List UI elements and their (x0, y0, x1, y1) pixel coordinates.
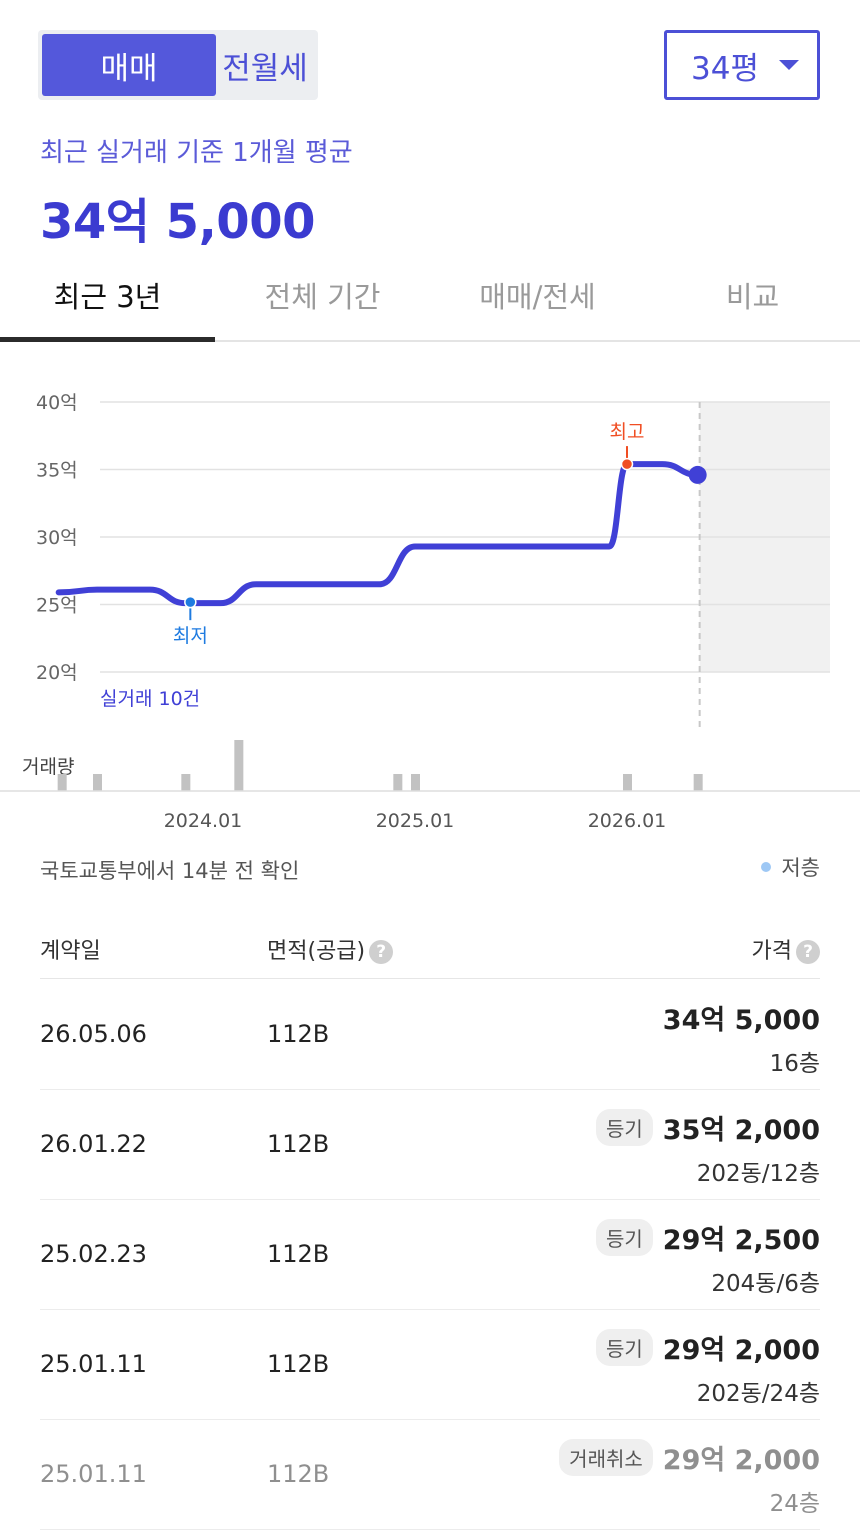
transaction-price: 29억 2,000 (662, 1335, 820, 1366)
x-tick-label: 2026.01 (588, 810, 667, 832)
deal-count-label: 실거래 10건 (100, 688, 200, 710)
current-point-marker[interactable] (688, 465, 707, 484)
deal-type-toggle: 매매 전월세 (38, 30, 318, 100)
supply-area: 112B (267, 1350, 330, 1378)
high-label: 최고 (610, 421, 645, 443)
header-area: 면적(공급)? (267, 933, 394, 965)
floor-info: 202동/24층 (696, 1381, 820, 1407)
status-badge: 거래취소 (559, 1439, 653, 1476)
tab-all-period[interactable]: 전체 기간 (264, 280, 381, 314)
status-badge: 등기 (595, 1109, 653, 1146)
high-point-marker (620, 457, 634, 471)
floor-info: 16층 (769, 1051, 820, 1077)
y-tick-label: 20억 (36, 662, 78, 684)
y-tick-label: 30억 (36, 527, 78, 549)
legend-dot-icon (761, 862, 772, 872)
floor-info: 204동/6층 (711, 1271, 820, 1297)
floor-info: 202동/12층 (696, 1161, 820, 1187)
volume-bar (181, 774, 191, 791)
transaction-row[interactable]: 26.05.06 112B 34억 5,000 16층 (40, 980, 820, 1090)
deal-type-sale-option[interactable]: 매매 (42, 34, 216, 96)
transaction-row[interactable]: 25.01.11 112B 거래취소 29억 2,000 24층 (40, 1420, 820, 1530)
status-badge: 등기 (595, 1219, 653, 1256)
x-tick-label: 2024.01 (164, 810, 243, 832)
header-price-label: 가격 (751, 939, 792, 964)
transaction-price: 29억 2,000 (662, 1445, 820, 1476)
tab-sale-vs-jeonse[interactable]: 매매/전세 (479, 280, 596, 314)
help-icon[interactable]: ? (796, 940, 820, 964)
transactions-table-header: 계약일 면적(공급)? 가격? (40, 915, 820, 979)
price-group: 등기 29억 2,500 (595, 1218, 820, 1257)
help-icon[interactable]: ? (369, 940, 394, 964)
contract-date: 26.05.06 (40, 1020, 147, 1048)
header-contract-date: 계약일 (40, 939, 101, 964)
contract-date: 25.01.11 (40, 1460, 147, 1488)
supply-area: 112B (267, 1020, 330, 1048)
supply-area: 112B (267, 1240, 330, 1268)
deal-type-rent-option[interactable]: 전월세 (222, 50, 308, 87)
average-price-subtitle: 최근 실거래 기준 1개월 평균 (40, 138, 353, 168)
tab-recent-3-years[interactable]: 최근 3년 (0, 250, 215, 342)
contract-date: 25.02.23 (40, 1240, 147, 1268)
legend-label: 저층 (781, 856, 820, 880)
period-tabs: 최근 3년 전체 기간 매매/전세 비교 (0, 250, 860, 342)
transaction-row[interactable]: 25.01.11 112B 등기 29억 2,000 202동/24층 (40, 1310, 820, 1420)
caret-down-icon (779, 60, 799, 70)
volume-bar (411, 774, 420, 791)
tab-compare[interactable]: 비교 (725, 280, 780, 314)
volume-bar (93, 774, 102, 791)
x-tick-label: 2025.01 (376, 810, 455, 832)
transaction-price: 29억 2,500 (662, 1225, 820, 1256)
y-tick-label: 35억 (36, 460, 78, 482)
y-tick-label: 40억 (36, 392, 78, 414)
contract-date: 26.01.22 (40, 1130, 147, 1158)
status-badge: 등기 (595, 1329, 653, 1366)
price-group: 거래취소 29억 2,000 (559, 1438, 820, 1477)
price-group: 등기 35억 2,000 (595, 1108, 820, 1147)
transaction-row[interactable]: 25.02.23 112B 등기 29억 2,500 204동/6층 (40, 1200, 820, 1310)
price-series-line (55, 461, 701, 607)
y-tick-label: 25억 (36, 595, 78, 617)
volume-bar (693, 774, 703, 791)
supply-area: 112B (267, 1130, 330, 1158)
volume-bar (234, 740, 244, 791)
transaction-row[interactable]: 26.01.22 112B 등기 35억 2,000 202동/12층 (40, 1090, 820, 1200)
volume-bar (623, 774, 632, 791)
volume-bar (393, 774, 403, 791)
floor-info: 24층 (769, 1491, 820, 1517)
low-label: 최저 (173, 625, 208, 647)
header-area-label: 면적(공급) (267, 939, 366, 964)
transaction-price: 34억 5,000 (662, 1005, 820, 1036)
size-dropdown[interactable]: 34평 (664, 30, 820, 100)
size-dropdown-value: 34평 (691, 50, 759, 87)
volume-label: 거래량 (22, 756, 74, 778)
supply-area: 112B (267, 1460, 330, 1488)
contract-date: 25.01.11 (40, 1350, 147, 1378)
data-source-note: 국토교통부에서 14분 전 확인 (40, 859, 300, 883)
volume-bar (57, 774, 67, 791)
price-chart[interactable]: 40억 35억 30억 25억 20억 최저 최고 실거래 10건 거래량 2024.01… (0, 345, 860, 840)
low-point-marker (184, 595, 197, 609)
price-group: 34억 5,000 (663, 998, 820, 1037)
header-price: 가격? (752, 933, 820, 965)
price-group: 등기 29억 2,000 (595, 1328, 820, 1367)
legend-low-floor: 저층 (761, 852, 820, 882)
transaction-price: 35억 2,000 (662, 1115, 820, 1146)
average-price-value: 34억 5,000 (40, 194, 316, 250)
